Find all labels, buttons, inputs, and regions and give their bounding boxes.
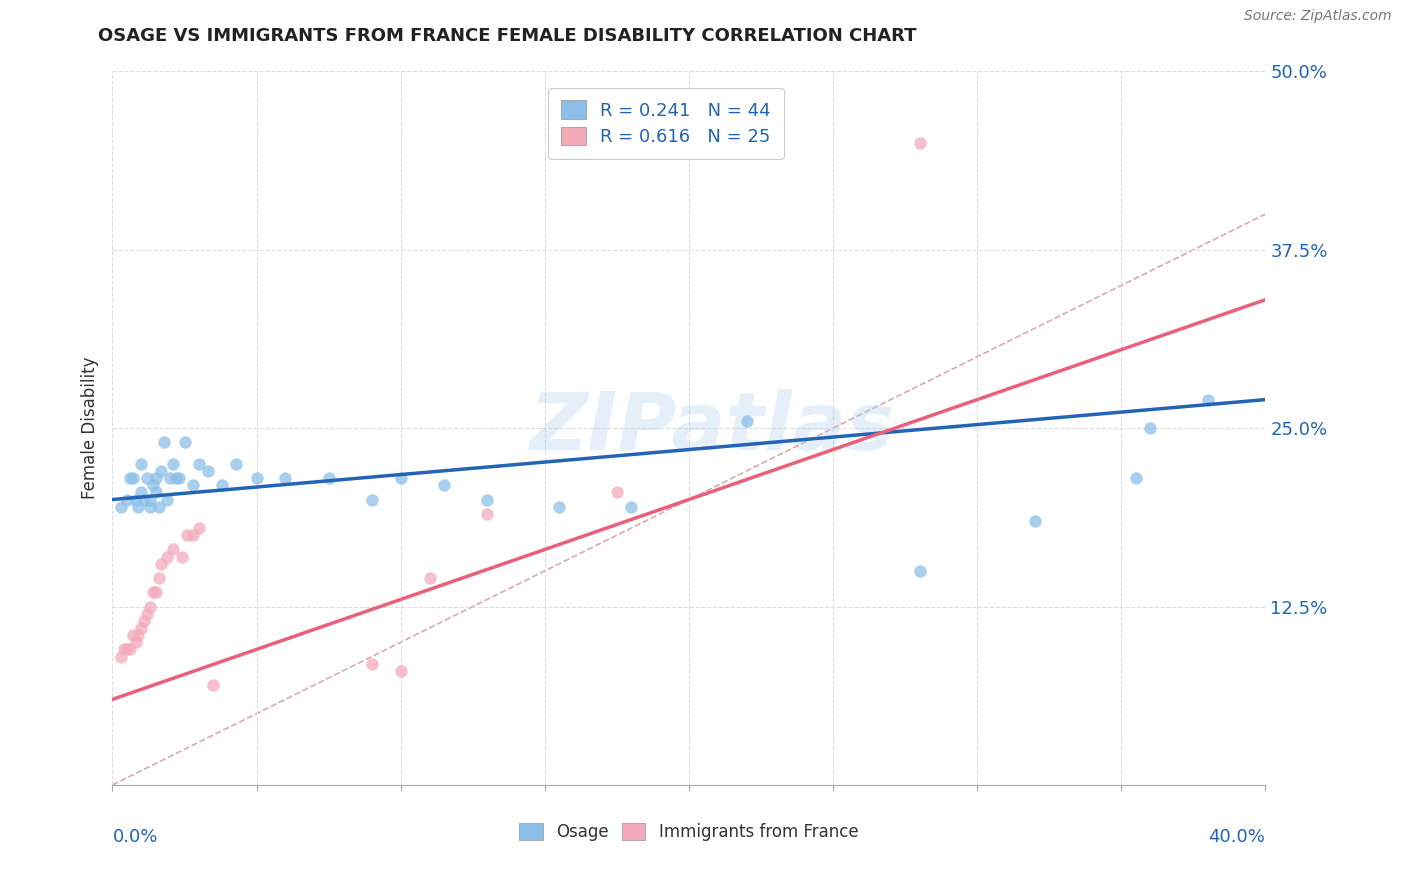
Legend: Osage, Immigrants from France: Osage, Immigrants from France [513,816,865,848]
Text: 0.0%: 0.0% [112,828,157,846]
Point [360,492,382,507]
Text: 40.0%: 40.0% [1209,828,1265,846]
Point [118,471,141,485]
Point [110,649,132,664]
Point [139,492,162,507]
Point [142,478,165,492]
Point [181,478,204,492]
Point [165,471,187,485]
Point [115,492,138,507]
Point [1139,421,1161,435]
Point [202,678,225,692]
Point [139,599,162,614]
Point [134,614,156,628]
Point [1125,471,1147,485]
Point [188,457,211,471]
Point [176,528,198,542]
Point [735,414,758,428]
Point [118,642,141,657]
Point [129,485,153,500]
Point [620,500,643,514]
Point [211,478,233,492]
Point [162,457,184,471]
Point [115,642,138,657]
Point [389,471,412,485]
Point [112,642,135,657]
Point [136,471,159,485]
Point [389,664,412,678]
Point [173,435,195,450]
Point [274,471,297,485]
Point [121,628,143,642]
Point [159,471,181,485]
Point [246,471,269,485]
Point [167,471,190,485]
Point [153,435,176,450]
Point [145,471,167,485]
Point [170,549,193,564]
Point [124,492,146,507]
Point [127,500,149,514]
Point [145,485,167,500]
Point [475,507,499,521]
Y-axis label: Female Disability: Female Disability [80,357,98,500]
Point [908,564,931,578]
Point [156,492,179,507]
Point [127,628,149,642]
Text: OSAGE VS IMMIGRANTS FROM FRANCE FEMALE DISABILITY CORRELATION CHART: OSAGE VS IMMIGRANTS FROM FRANCE FEMALE D… [98,27,917,45]
Point [129,457,153,471]
Point [433,478,456,492]
Point [419,571,441,585]
Point [124,635,146,649]
Point [134,492,156,507]
Point [1024,514,1046,528]
Point [181,528,204,542]
Point [145,585,167,599]
Point [162,542,184,557]
Point [908,136,931,150]
Point [156,549,179,564]
Point [606,485,628,500]
Point [142,585,165,599]
Point [148,571,170,585]
Point [225,457,247,471]
Point [136,607,159,621]
Point [129,621,153,635]
Text: Source: ZipAtlas.com: Source: ZipAtlas.com [1244,9,1392,23]
Point [548,500,571,514]
Point [150,464,173,478]
Point [148,500,170,514]
Point [197,464,219,478]
Point [139,500,162,514]
Text: ZIPatlas: ZIPatlas [530,389,894,467]
Point [110,500,132,514]
Point [188,521,211,535]
Point [318,471,340,485]
Point [150,557,173,571]
Point [475,492,499,507]
Point [121,471,143,485]
Point [360,657,382,671]
Point [1197,392,1219,407]
